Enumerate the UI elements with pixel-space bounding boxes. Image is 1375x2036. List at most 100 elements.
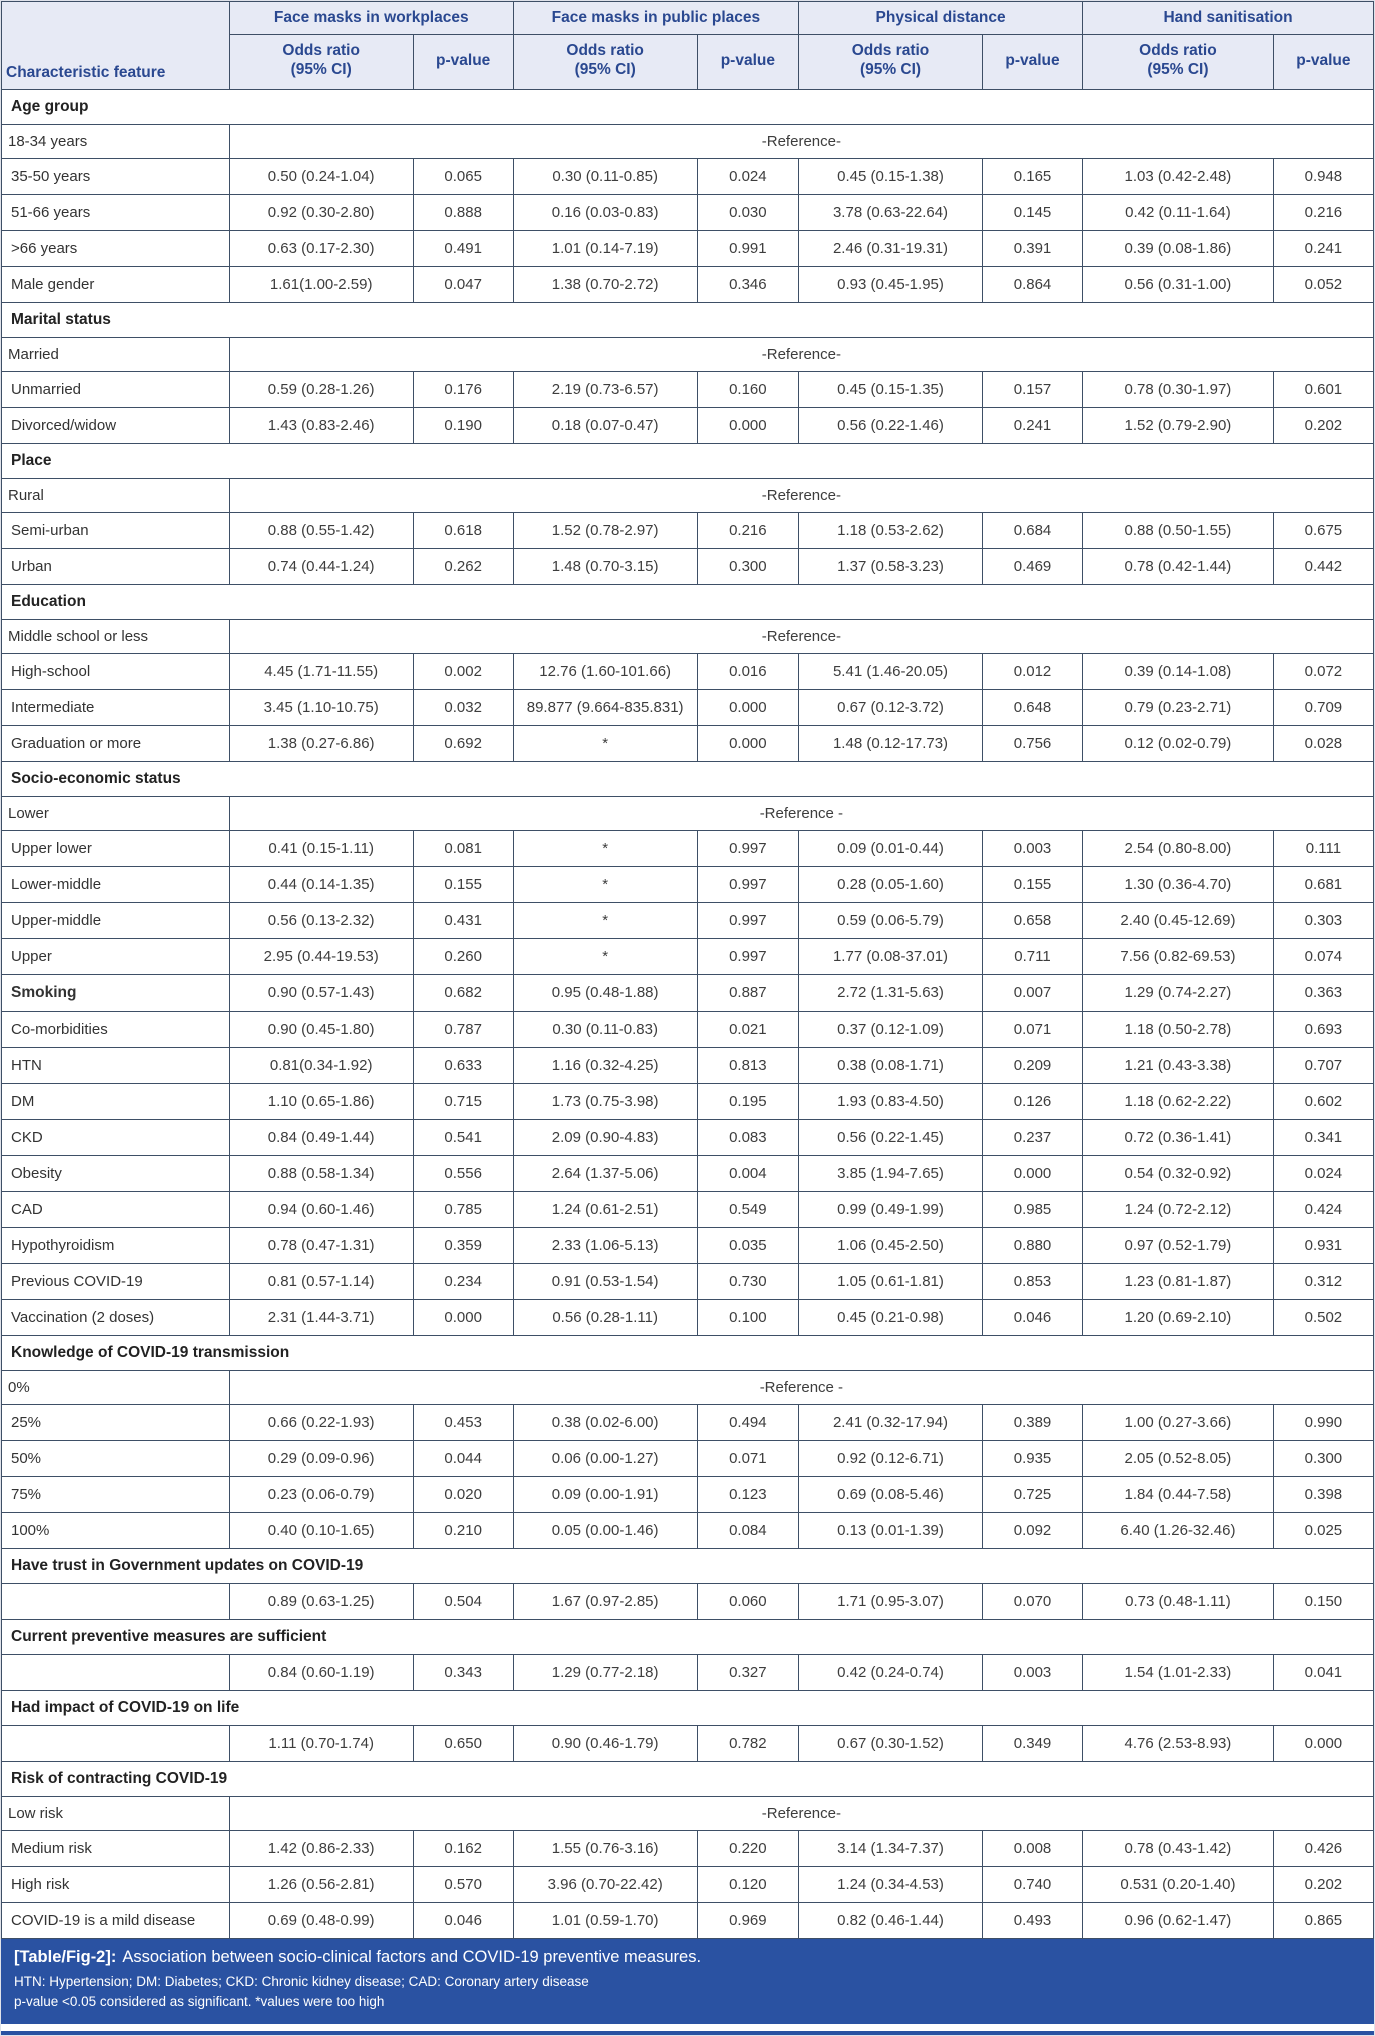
reference-row: Middle school or less -Reference-: [1, 618, 1375, 654]
odds-ratio-cell: 0.78 (0.42-1.44): [1082, 547, 1274, 585]
p-value-cell: 0.997: [696, 829, 800, 867]
odds-ratio-cell: 1.29 (0.77-2.18): [512, 1653, 698, 1691]
row-label: Upper-middle: [1, 901, 230, 939]
p-value-cell: 0.083: [696, 1118, 800, 1156]
p-value-cell: 0.991: [696, 229, 800, 267]
p-value-cell: 0.658: [981, 901, 1084, 939]
figure-caption-text: Association between socio-clinical facto…: [122, 1947, 702, 1966]
odds-ratio-cell: 2.05 (0.52-8.05): [1082, 1439, 1274, 1477]
odds-ratio-cell: 0.56 (0.22-1.46): [798, 406, 983, 444]
p-value-cell: 0.990: [1272, 1403, 1375, 1441]
section-row: Risk of contracting COVID-19: [1, 1760, 1374, 1797]
odds-ratio-cell: 2.95 (0.44-19.53): [228, 937, 414, 975]
p-value-cell: 0.549: [696, 1190, 800, 1228]
odds-ratio-cell: 1.52 (0.78-2.97): [512, 511, 698, 549]
odds-ratio-cell: *: [512, 937, 698, 975]
p-value-cell: 0.618: [412, 511, 514, 549]
table-row: Lower-middle 0.44 (0.14-1.35) 0.155 * 0.997 0…: [1, 865, 1375, 903]
row-label: 51-66 years: [1, 193, 230, 231]
odds-ratio-cell: 1.20 (0.69-2.10): [1082, 1298, 1274, 1336]
odds-ratio-cell: 1.26 (0.56-2.81): [228, 1865, 414, 1903]
table-row: 35-50 years 0.50 (0.24-1.04) 0.065 0.30 (0.…: [1, 157, 1375, 195]
odds-ratio-cell: 0.09 (0.00-1.91): [512, 1475, 698, 1513]
odds-ratio-cell: 0.40 (0.10-1.65): [228, 1511, 414, 1549]
reference-value: -Reference-: [228, 336, 1375, 372]
odds-ratio-cell: 0.56 (0.22-1.45): [798, 1118, 983, 1156]
reference-value: -Reference-: [228, 123, 1375, 159]
p-value-cell: 0.880: [981, 1226, 1084, 1264]
row-label: CAD: [1, 1190, 230, 1228]
p-value-cell: 0.997: [696, 937, 800, 975]
odds-ratio-cell: 1.03 (0.42-2.48): [1082, 157, 1274, 195]
p-value-cell: 0.007: [981, 973, 1084, 1012]
odds-ratio-header: Odds ratio (95% CI): [798, 34, 983, 90]
odds-ratio-cell: 1.30 (0.36-4.70): [1082, 865, 1274, 903]
table-row: Male gender 1.61(1.00-2.59) 0.047 1.38 (0.7…: [1, 265, 1375, 303]
odds-ratio-cell: 2.54 (0.80-8.00): [1082, 829, 1274, 867]
p-value-cell: 0.000: [412, 1298, 514, 1336]
p-value-cell: 0.074: [1272, 937, 1375, 975]
odds-ratio-cell: 0.81 (0.57-1.14): [228, 1262, 414, 1300]
p-value-cell: 0.016: [696, 652, 800, 690]
odds-ratio-cell: 1.93 (0.83-4.50): [798, 1082, 983, 1120]
row-label: Smoking: [1, 973, 230, 1012]
odds-ratio-cell: 1.24 (0.72-2.12): [1082, 1190, 1274, 1228]
odds-ratio-cell: 1.38 (0.70-2.72): [512, 265, 698, 303]
table-row: Hypothyroidism 0.78 (0.47-1.31) 0.359 2.33 …: [1, 1226, 1375, 1264]
p-value-cell: 0.024: [1272, 1154, 1375, 1192]
odds-ratio-cell: 0.89 (0.63-1.25): [228, 1582, 414, 1620]
odds-ratio-cell: 89.877 (9.664-835.831): [512, 688, 698, 726]
odds-ratio-cell: 6.40 (1.26-32.46): [1082, 1511, 1274, 1549]
row-label: Rural: [1, 477, 230, 513]
p-value-cell: 0.162: [412, 1829, 514, 1867]
p-value-cell: 0.070: [981, 1582, 1084, 1620]
odds-ratio-cell: 0.90 (0.46-1.79): [512, 1724, 698, 1762]
p-value-cell: 0.633: [412, 1046, 514, 1084]
odds-ratio-cell: 0.531 (0.20-1.40): [1082, 1865, 1274, 1903]
p-value-cell: 0.359: [412, 1226, 514, 1264]
p-value-cell: 0.602: [1272, 1082, 1375, 1120]
p-value-cell: 0.081: [412, 829, 514, 867]
p-value-cell: 0.025: [1272, 1511, 1375, 1549]
odds-ratio-header: Odds ratio (95% CI): [512, 34, 698, 90]
row-label: Lower: [1, 795, 230, 831]
p-value-cell: 0.041: [1272, 1653, 1375, 1691]
p-value-cell: 0.100: [696, 1298, 800, 1336]
p-value-cell: 0.157: [981, 370, 1084, 408]
p-value-cell: 0.493: [981, 1901, 1084, 1939]
p-value-cell: 0.155: [981, 865, 1084, 903]
odds-ratio-cell: 0.79 (0.23-2.71): [1082, 688, 1274, 726]
table-row: Urban 0.74 (0.44-1.24) 0.262 1.48 (0.70-3.1…: [1, 547, 1375, 585]
odds-ratio-cell: 0.74 (0.44-1.24): [228, 547, 414, 585]
p-value-cell: 0.024: [696, 157, 800, 195]
odds-ratio-header-line1: Odds ratio: [1139, 42, 1217, 59]
odds-ratio-cell: 1.48 (0.12-17.73): [798, 724, 983, 762]
odds-ratio-cell: 0.67 (0.30-1.52): [798, 1724, 983, 1762]
odds-ratio-cell: 0.92 (0.12-6.71): [798, 1439, 983, 1477]
p-value-cell: 0.262: [412, 547, 514, 585]
odds-ratio-cell: 1.00 (0.27-3.66): [1082, 1403, 1274, 1441]
odds-ratio-cell: 0.41 (0.15-1.11): [228, 829, 414, 867]
group-header-physical-distance: Physical distance: [798, 1, 1084, 35]
p-value-cell: 0.060: [696, 1582, 800, 1620]
odds-ratio-cell: 0.88 (0.58-1.34): [228, 1154, 414, 1192]
p-value-cell: 0.160: [696, 370, 800, 408]
odds-ratio-cell: 2.31 (1.44-3.71): [228, 1298, 414, 1336]
odds-ratio-cell: 1.24 (0.61-2.51): [512, 1190, 698, 1228]
odds-ratio-cell: 5.41 (1.46-20.05): [798, 652, 983, 690]
odds-ratio-header-line2: (95% CI): [574, 61, 636, 79]
p-value-cell: 0.389: [981, 1403, 1084, 1441]
p-value-cell: 0.782: [696, 1724, 800, 1762]
odds-ratio-header: Odds ratio (95% CI): [1082, 34, 1274, 90]
odds-ratio-cell: 0.05 (0.00-1.46): [512, 1511, 698, 1549]
p-value-cell: 0.071: [981, 1010, 1084, 1048]
odds-ratio-cell: 1.52 (0.79-2.90): [1082, 406, 1274, 444]
p-value-cell: 0.072: [1272, 652, 1375, 690]
row-label: Unmarried: [1, 370, 230, 408]
odds-ratio-cell: 0.09 (0.01-0.44): [798, 829, 983, 867]
p-value-cell: 0.693: [1272, 1010, 1375, 1048]
p-value-cell: 0.044: [412, 1439, 514, 1477]
bottom-rule: [1, 2031, 1374, 2036]
section-row: Socio-economic status: [1, 760, 1374, 797]
p-value-cell: 0.935: [981, 1439, 1084, 1477]
